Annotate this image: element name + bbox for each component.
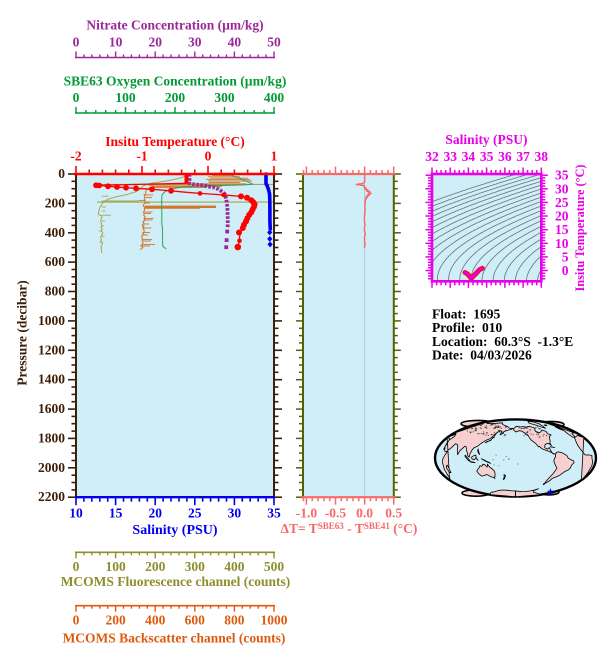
svg-text:300: 300 (214, 90, 235, 105)
svg-text:0: 0 (73, 90, 80, 105)
svg-text:Salinity (PSU): Salinity (PSU) (132, 523, 218, 538)
svg-text:-0.5: -0.5 (325, 506, 347, 521)
svg-text:Date: 04/03/2026: Date: 04/03/2026 (432, 348, 532, 363)
svg-text:MCOMS Backscatter channel (cou: MCOMS Backscatter channel (counts) (63, 631, 286, 646)
svg-text:600: 600 (185, 612, 206, 627)
svg-text:200: 200 (145, 559, 166, 574)
svg-text:0: 0 (58, 166, 65, 181)
svg-text:1: 1 (271, 149, 278, 164)
svg-text:Float: 1695: Float: 1695 (432, 306, 500, 321)
svg-text:35: 35 (555, 168, 569, 183)
svg-text:Pressure (decibar): Pressure (decibar) (15, 280, 30, 386)
svg-text:37: 37 (516, 149, 530, 164)
svg-text:600: 600 (45, 254, 66, 269)
svg-text:32: 32 (425, 149, 439, 164)
svg-text:2000: 2000 (38, 460, 65, 475)
svg-text:15: 15 (109, 506, 123, 521)
svg-text:0: 0 (73, 559, 80, 574)
svg-text:MCOMS Fluorescence channel (co: MCOMS Fluorescence channel (counts) (61, 574, 291, 589)
svg-text:1600: 1600 (38, 401, 65, 416)
svg-text:10: 10 (109, 35, 123, 50)
svg-text:1000: 1000 (38, 313, 65, 328)
svg-text:200: 200 (45, 195, 66, 210)
svg-text:0: 0 (73, 35, 80, 50)
svg-text:800: 800 (45, 284, 66, 299)
svg-text:SBE63 Oxygen Concentration (µm: SBE63 Oxygen Concentration (µm/kg) (64, 74, 287, 89)
svg-text:50: 50 (267, 35, 281, 50)
svg-text:25: 25 (555, 195, 569, 210)
svg-text:1000: 1000 (261, 612, 288, 627)
svg-text:Insitu Temperature (°C): Insitu Temperature (°C) (105, 134, 244, 149)
svg-text:0.0: 0.0 (356, 506, 373, 521)
svg-text:0: 0 (205, 149, 212, 164)
svg-text:36: 36 (498, 149, 512, 164)
svg-text:38: 38 (535, 149, 549, 164)
svg-text:0: 0 (73, 612, 80, 627)
svg-text:-2: -2 (70, 149, 81, 164)
svg-text:400: 400 (264, 90, 285, 105)
svg-text:ΔT= TSBE63 - TSBE41 (°C): ΔT= TSBE63 - TSBE41 (°C) (281, 521, 418, 536)
svg-text:100: 100 (115, 90, 136, 105)
svg-text:33: 33 (443, 149, 457, 164)
svg-text:5: 5 (562, 249, 569, 264)
svg-text:1400: 1400 (38, 372, 65, 387)
svg-text:Location: 60.3°S -1.3°E: Location: 60.3°S -1.3°E (432, 334, 573, 349)
svg-text:Salinity (PSU): Salinity (PSU) (445, 132, 527, 147)
svg-text:200: 200 (165, 90, 186, 105)
svg-text:Insitu Temperature (°C): Insitu Temperature (°C) (573, 165, 587, 292)
svg-text:-1.0: -1.0 (296, 506, 318, 521)
svg-text:40: 40 (228, 35, 242, 50)
svg-text:25: 25 (188, 506, 202, 521)
svg-text:30: 30 (188, 35, 202, 50)
svg-text:400: 400 (145, 612, 166, 627)
svg-text:300: 300 (185, 559, 206, 574)
svg-text:0: 0 (562, 263, 569, 278)
svg-text:35: 35 (267, 506, 281, 521)
svg-text:1200: 1200 (38, 342, 65, 357)
svg-text:100: 100 (105, 559, 126, 574)
svg-text:500: 500 (264, 559, 285, 574)
svg-text:0.5: 0.5 (385, 506, 402, 521)
svg-text:10: 10 (555, 236, 569, 251)
svg-text:15: 15 (555, 222, 569, 237)
svg-text:30: 30 (228, 506, 242, 521)
svg-text:200: 200 (105, 612, 126, 627)
svg-text:1800: 1800 (38, 430, 65, 445)
svg-text:30: 30 (555, 181, 569, 196)
svg-text:400: 400 (224, 559, 245, 574)
svg-text:-1: -1 (136, 149, 147, 164)
svg-text:Profile: 010: Profile: 010 (432, 320, 502, 335)
svg-text:Nitrate Concentration (µm/kg): Nitrate Concentration (µm/kg) (86, 18, 263, 33)
svg-text:2200: 2200 (38, 489, 65, 504)
svg-text:800: 800 (224, 612, 245, 627)
svg-text:20: 20 (148, 506, 162, 521)
svg-text:400: 400 (45, 225, 66, 240)
svg-text:20: 20 (148, 35, 162, 50)
svg-text:20: 20 (555, 209, 569, 224)
svg-text:35: 35 (480, 149, 494, 164)
svg-text:34: 34 (462, 149, 476, 164)
svg-text:10: 10 (69, 506, 83, 521)
